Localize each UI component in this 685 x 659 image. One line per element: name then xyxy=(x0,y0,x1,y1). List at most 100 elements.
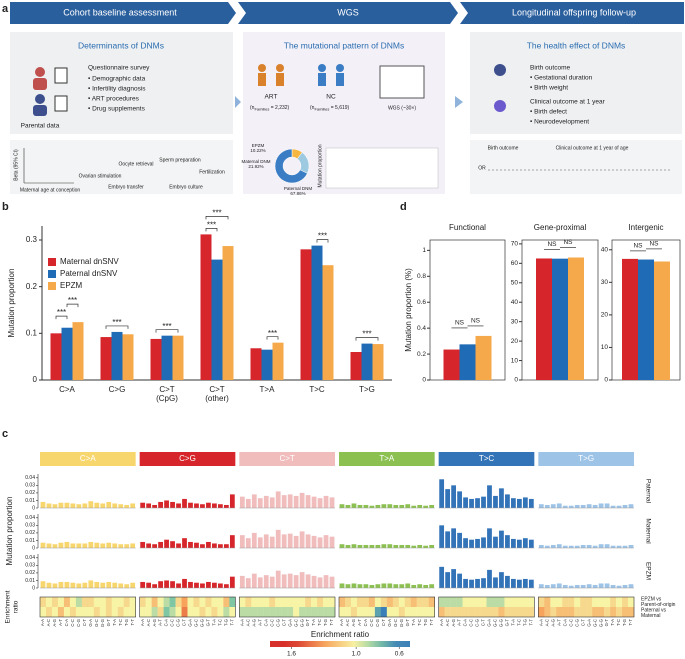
bar xyxy=(146,543,152,548)
row-label: Maternal xyxy=(644,518,651,544)
bar xyxy=(88,580,94,588)
bar xyxy=(568,257,584,380)
bar xyxy=(305,495,311,508)
significance-bracket xyxy=(266,336,279,340)
bar xyxy=(429,544,435,548)
bar xyxy=(538,584,544,588)
y-tick-label: 0.8 xyxy=(417,273,426,280)
bar xyxy=(251,532,257,548)
bar xyxy=(118,544,124,548)
bar xyxy=(223,544,229,548)
bar xyxy=(287,494,293,508)
bar xyxy=(405,504,411,508)
bar xyxy=(574,584,580,588)
colorbar-tick-label: 1.0 xyxy=(352,651,361,658)
colorbar-tick-label: 0.6 xyxy=(395,651,404,658)
y-tick-label: 0 xyxy=(32,545,35,551)
context-label: T-C xyxy=(218,619,223,626)
bar xyxy=(357,544,363,548)
x-tick-label: C>G xyxy=(109,385,126,394)
context-label: C-A xyxy=(363,619,368,627)
box xyxy=(10,32,233,134)
heatmap-cell xyxy=(269,597,276,607)
context-label: G-G xyxy=(200,618,205,627)
y-tick-label: 0.2 xyxy=(417,351,426,358)
heatmap-cell xyxy=(416,597,423,607)
y-tick-label: 0 xyxy=(32,585,35,591)
bar xyxy=(463,538,468,548)
context-label: G-T xyxy=(106,619,111,627)
bar xyxy=(550,544,556,548)
icon xyxy=(336,64,344,72)
bar xyxy=(223,584,229,588)
context-label: T-G xyxy=(323,618,328,626)
pie-value-label: 21.92% xyxy=(248,164,263,169)
bar xyxy=(550,504,556,508)
context-label: C-T xyxy=(82,619,87,627)
context-label: T-T xyxy=(229,619,234,626)
label: (n xyxy=(310,105,315,111)
context-label: C-A xyxy=(164,619,169,627)
label: ART xyxy=(265,94,278,101)
heatmap-cell xyxy=(181,597,188,607)
context-label: A-T xyxy=(357,619,362,626)
heatmap-cell xyxy=(93,597,100,607)
bar xyxy=(323,575,329,588)
step-label: Cohort baseline assessment xyxy=(63,7,177,17)
heatmap-cell xyxy=(568,607,575,617)
context-label: C-C xyxy=(170,619,175,627)
bar xyxy=(82,543,88,548)
context-label: A-T xyxy=(158,619,163,626)
bar xyxy=(616,545,622,548)
bar xyxy=(261,349,273,380)
bar xyxy=(150,338,162,380)
axis-label: Maternal age at conception xyxy=(20,187,81,193)
bar xyxy=(229,535,235,548)
bar xyxy=(212,582,217,588)
heatmap-cell xyxy=(616,597,623,607)
bar xyxy=(323,535,329,548)
label: Oocyte retrieval xyxy=(118,161,153,167)
context-label: T-T xyxy=(429,619,434,626)
bar xyxy=(161,335,173,380)
bar xyxy=(511,578,516,588)
heatmap-cell xyxy=(622,597,629,607)
colorbar-tick-label: 1.6 xyxy=(287,651,296,658)
heatmap-cell xyxy=(516,607,523,617)
bar xyxy=(170,541,175,548)
icon xyxy=(379,65,425,99)
context-label: C-A xyxy=(463,619,468,627)
heatmap-cell xyxy=(628,597,635,607)
heatmap-frame xyxy=(538,596,635,618)
y-tick-label: 0.01 xyxy=(25,578,35,584)
bar xyxy=(111,331,123,380)
context-label: C-G xyxy=(375,618,380,627)
bar xyxy=(106,581,112,588)
context-label: T-T xyxy=(628,619,633,626)
colorbar xyxy=(270,641,410,647)
bar xyxy=(568,545,574,548)
heatmap-cell xyxy=(175,597,182,607)
bar xyxy=(188,541,193,548)
heatmap-cell xyxy=(251,597,258,607)
bar xyxy=(281,574,287,588)
context-label: G-A xyxy=(287,619,292,627)
heatmap-cell xyxy=(305,597,312,607)
bar xyxy=(550,584,556,588)
bar xyxy=(363,584,369,588)
heatmap-cell xyxy=(610,607,617,617)
bar xyxy=(604,544,610,548)
bar xyxy=(604,503,610,508)
context-label: A-A xyxy=(339,619,344,626)
context-label: G-C xyxy=(493,619,498,627)
significance-bracket xyxy=(205,228,218,232)
heatmap-cell xyxy=(522,597,529,607)
bar xyxy=(363,504,369,508)
bar xyxy=(487,569,492,588)
bar xyxy=(40,501,46,508)
bar xyxy=(536,258,552,380)
y-tick-label: 0.1 xyxy=(26,328,38,337)
heatmap-frame xyxy=(39,596,136,618)
bar xyxy=(628,584,634,588)
bar xyxy=(493,536,498,548)
